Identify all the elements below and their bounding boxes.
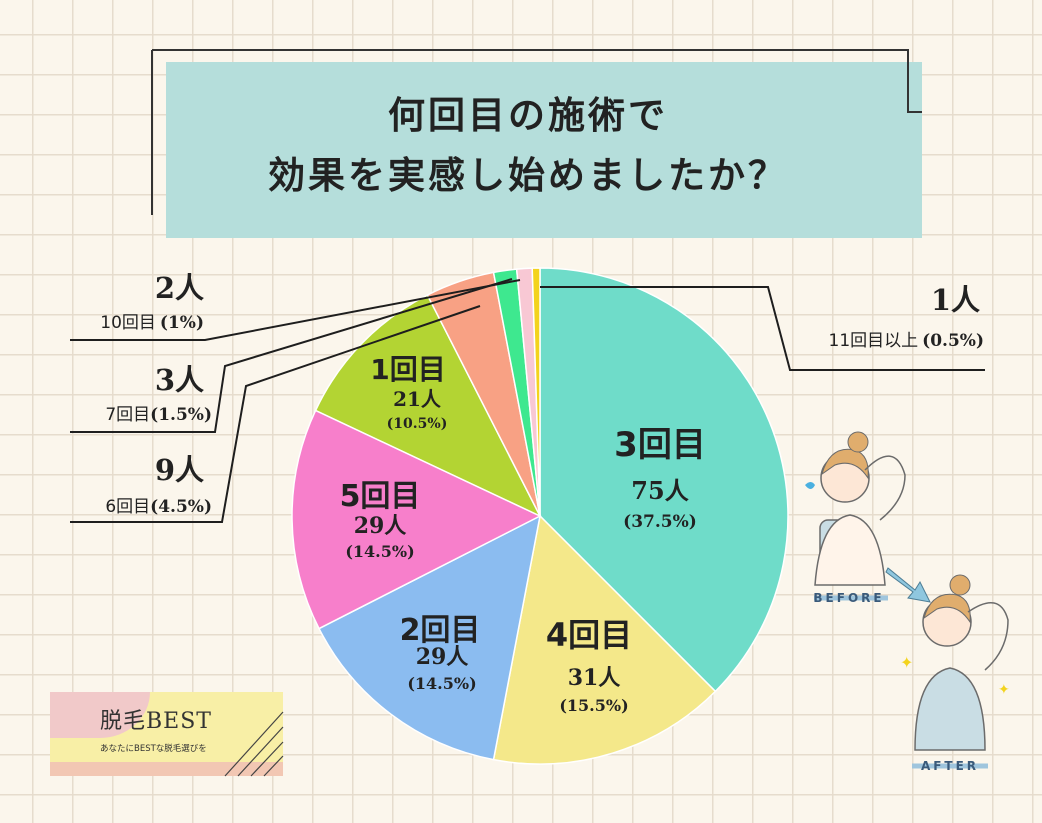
slice-2-label: 2回目 <box>400 613 481 648</box>
slice-2-count: 29人 <box>416 644 469 670</box>
slice-label-4: 4回目 31人 (15.5%) <box>546 616 632 715</box>
callout-7-percent: (1.5%) <box>150 405 212 425</box>
title-line-1: 何回目の施術で <box>388 94 668 137</box>
callout-11-percent: (0.5%) <box>922 331 984 351</box>
callout-7-label: 7回目 <box>105 405 150 425</box>
callout-7: 3人 7回目(1.5%) <box>105 363 212 425</box>
before-illustration: BEFORE <box>805 431 906 605</box>
callout-6-count: 9人 <box>155 453 204 487</box>
callout-6-label: 6回目 <box>105 497 150 517</box>
logo-sub-text: あなたにBESTな脱毛選びを <box>100 743 207 754</box>
callout-10: 2人 10回目 (1%) <box>100 271 204 333</box>
slice-5-count: 29人 <box>354 513 407 539</box>
before-label: BEFORE <box>813 591 884 605</box>
title-line-2: 効果を実感し始めましたか？ <box>268 154 788 197</box>
slice-label-3: 3回目 75人 (37.5%) <box>614 425 706 532</box>
callout-6: 9人 6回目(4.5%) <box>105 453 212 517</box>
callout-10-percent: (1%) <box>160 313 204 333</box>
callout-10-count: 2人 <box>155 271 204 305</box>
title-banner: 何回目の施術で 効果を実感し始めましたか？ <box>151 49 922 238</box>
slice-4-label: 4回目 <box>546 616 632 654</box>
slice-label-1: 1回目 21人 (10.5%) <box>370 353 447 432</box>
callout-line-10 <box>70 279 521 341</box>
after-illustration: ✦ ✦ AFTER <box>900 574 1010 773</box>
callout-7-count: 3人 <box>155 363 204 397</box>
after-label: AFTER <box>921 759 979 773</box>
slice-label-2: 2回目 29人 (14.5%) <box>400 613 481 693</box>
slice-1-label: 1回目 <box>370 353 445 386</box>
logo: 脱毛BEST あなたにBESTな脱毛選びを <box>50 692 284 777</box>
slice-1-percent: (10.5%) <box>387 416 448 432</box>
pie-slice-2 <box>492 514 717 765</box>
callout-6-text: 6回目(4.5%) <box>105 497 212 517</box>
callout-11: 1人 11回目以上 (0.5%) <box>829 283 984 351</box>
callout-11-label: 11回目以上 <box>829 331 919 351</box>
callout-6-percent: (4.5%) <box>150 497 212 517</box>
callout-line-6 <box>70 305 481 523</box>
slice-4-count: 31人 <box>568 665 621 691</box>
slice-3-percent: (37.5%) <box>623 512 697 532</box>
slice-3-count: 75人 <box>631 476 688 505</box>
slice-3-label: 3回目 <box>614 425 706 465</box>
slice-4-percent: (15.5%) <box>559 696 628 715</box>
arrow-icon <box>885 567 931 603</box>
pie-slice-1 <box>539 267 789 693</box>
slice-1-count: 21人 <box>393 387 442 411</box>
callout-11-text: 11回目以上 (0.5%) <box>829 331 984 351</box>
sweat-drop-icon <box>805 482 815 489</box>
pie-chart <box>291 267 789 765</box>
pie-slice-9 <box>531 267 541 517</box>
slice-label-5: 5回目 29人 (14.5%) <box>340 479 421 561</box>
slice-5-label: 5回目 <box>340 479 421 514</box>
callout-11-count: 1人 <box>931 283 980 317</box>
callout-7-text: 7回目(1.5%) <box>105 405 212 425</box>
callout-line-7 <box>70 278 513 433</box>
pie-slice-4 <box>291 409 542 630</box>
callout-10-text: 10回目 (1%) <box>100 313 204 333</box>
slice-2-percent: (14.5%) <box>407 674 476 693</box>
sparkle-icon-2: ✦ <box>998 682 1010 698</box>
slice-5-percent: (14.5%) <box>345 542 414 561</box>
pie-slice-3 <box>318 514 542 761</box>
sparkle-icon: ✦ <box>900 653 913 672</box>
callout-lines <box>70 278 985 523</box>
logo-main-text: 脱毛BEST <box>100 709 212 734</box>
callout-10-label: 10回目 <box>100 313 156 333</box>
callout-line-11 <box>540 286 985 371</box>
